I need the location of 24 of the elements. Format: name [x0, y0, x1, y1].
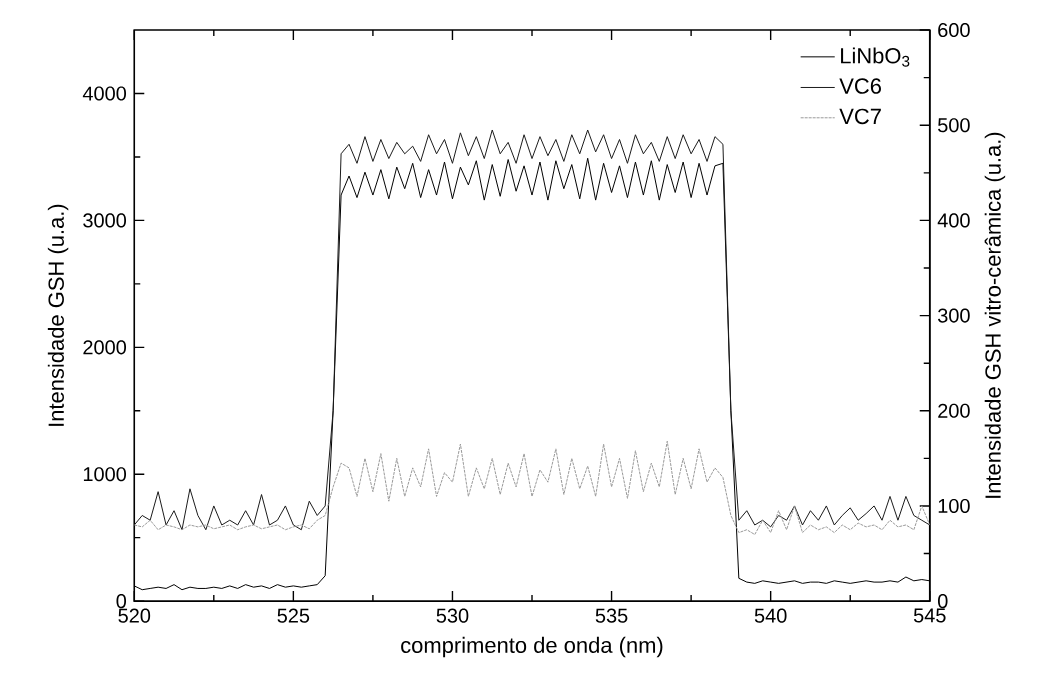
x-axis-title: comprimento de onda (nm)	[401, 636, 663, 658]
y2-tick-label: 500	[938, 118, 970, 133]
y-axis-title: Intensidade GSH (u.a.)	[47, 204, 69, 426]
y-tick-label: 4000	[82, 86, 127, 101]
legend-label: LiNbO$_{3}$	[841, 47, 910, 67]
legend-label: VC6	[839, 78, 881, 94]
y-tick-label: 2000	[83, 340, 127, 355]
y2-tick-label: 200	[938, 403, 970, 418]
x-tick-label: 535	[595, 608, 628, 623]
y2-tick-label: 0	[938, 593, 948, 609]
legend-label: VC7	[839, 108, 881, 125]
x-tick-label: 530	[436, 608, 469, 623]
y2-axis-title: Intensidade GSH vitro-cerâmica (u.a.)	[984, 132, 1006, 498]
y-tick-label: 1000	[83, 467, 127, 482]
x-tick-label: 520	[118, 608, 151, 623]
x-tick-label: 525	[277, 608, 310, 623]
y2-tick-label: 300	[937, 308, 970, 323]
y-tick-label: 3000	[83, 213, 127, 228]
x-tick-label: 540	[754, 608, 787, 623]
y-tick-label: 0	[116, 593, 127, 609]
y2-tick-label: 400	[937, 213, 970, 228]
x-tick-label: 545	[913, 608, 946, 623]
y2-tick-label: 600	[938, 22, 970, 37]
y2-tick-label: 100	[938, 498, 970, 513]
